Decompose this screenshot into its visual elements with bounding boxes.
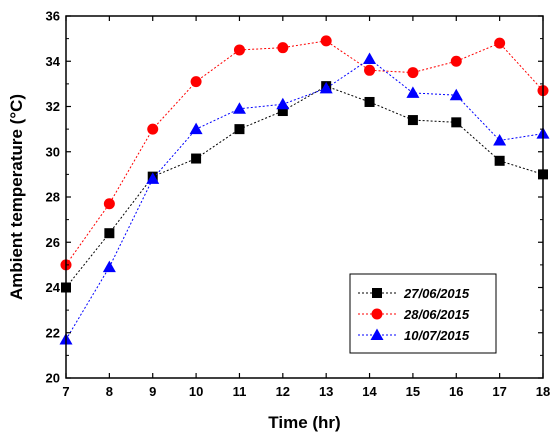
axis-layer: 7 8 9 10 11 12 13 14 15 16 17 18 20 22 24 26 28 30 32 34 36: [46, 9, 551, 400]
legend: 27/06/2015 28/06/2015 10/07/2015: [349, 273, 497, 354]
x-tick-label: 16: [449, 384, 463, 399]
data-point: [363, 52, 377, 64]
x-tick-label: 8: [106, 384, 113, 399]
y-tick-label: 36: [46, 9, 60, 24]
data-point: [493, 133, 507, 146]
data-point: [364, 96, 375, 107]
x-tick-label: 12: [276, 384, 290, 399]
y-tick-label: 34: [46, 54, 61, 69]
x-tick-label: 9: [149, 384, 156, 399]
data-point: [104, 228, 115, 239]
data-point: [277, 42, 289, 54]
data-point: [103, 198, 115, 210]
series-line: [65, 40, 544, 266]
x-tick-label: 10: [189, 384, 203, 399]
y-tick-label: 22: [46, 325, 60, 340]
data-point: [147, 123, 159, 135]
y-tick-label: 28: [46, 190, 60, 205]
data-point: [494, 37, 506, 49]
data-point: [319, 81, 333, 94]
data-point: [232, 102, 246, 114]
x-tick-label: 15: [406, 384, 420, 399]
legend-label: 28/06/2015: [403, 307, 470, 322]
data-point: [407, 67, 419, 79]
series-2: [59, 52, 550, 345]
data-point: [364, 64, 376, 76]
data-point: [277, 106, 288, 117]
data-point: [233, 44, 245, 56]
y-axis-title: Ambient temperature (°C): [7, 94, 26, 300]
series-0: [61, 81, 548, 293]
legend-items: 27/06/2015 28/06/2015 10/07/2015: [358, 286, 470, 343]
data-point: [276, 97, 290, 110]
data-point: [449, 88, 463, 101]
x-tick-label: 7: [62, 384, 69, 399]
data-point: [190, 76, 202, 88]
x-tick-label: 18: [536, 384, 550, 399]
y-tick-label: 20: [46, 371, 60, 386]
legend-label: 10/07/2015: [404, 328, 470, 343]
legend-marker: [370, 328, 384, 340]
data-point: [407, 115, 418, 126]
data-point: [451, 117, 462, 128]
x-axis-title: Time (hr): [268, 413, 340, 432]
data-point: [320, 35, 332, 47]
x-tick-label: 13: [319, 384, 333, 399]
series-line: [65, 85, 544, 288]
legend-label: 27/06/2015: [403, 286, 470, 301]
data-point: [189, 122, 203, 135]
data-point: [146, 172, 160, 184]
data-point: [406, 86, 420, 98]
data-point: [494, 155, 505, 166]
y-tick-label: 26: [46, 235, 60, 250]
legend-marker: [372, 288, 382, 298]
y-tick-label: 32: [46, 99, 60, 114]
x-tick-label: 14: [362, 384, 377, 399]
series-1: [60, 35, 549, 271]
y-tick-label: 24: [46, 280, 61, 295]
legend-marker: [371, 308, 383, 320]
x-tick-label: 11: [233, 384, 247, 399]
data-point: [102, 260, 116, 273]
data-point: [191, 153, 202, 164]
data-point: [450, 55, 462, 67]
data-point: [234, 124, 245, 135]
y-tick-label: 30: [46, 144, 60, 159]
x-tick-label: 17: [492, 384, 506, 399]
